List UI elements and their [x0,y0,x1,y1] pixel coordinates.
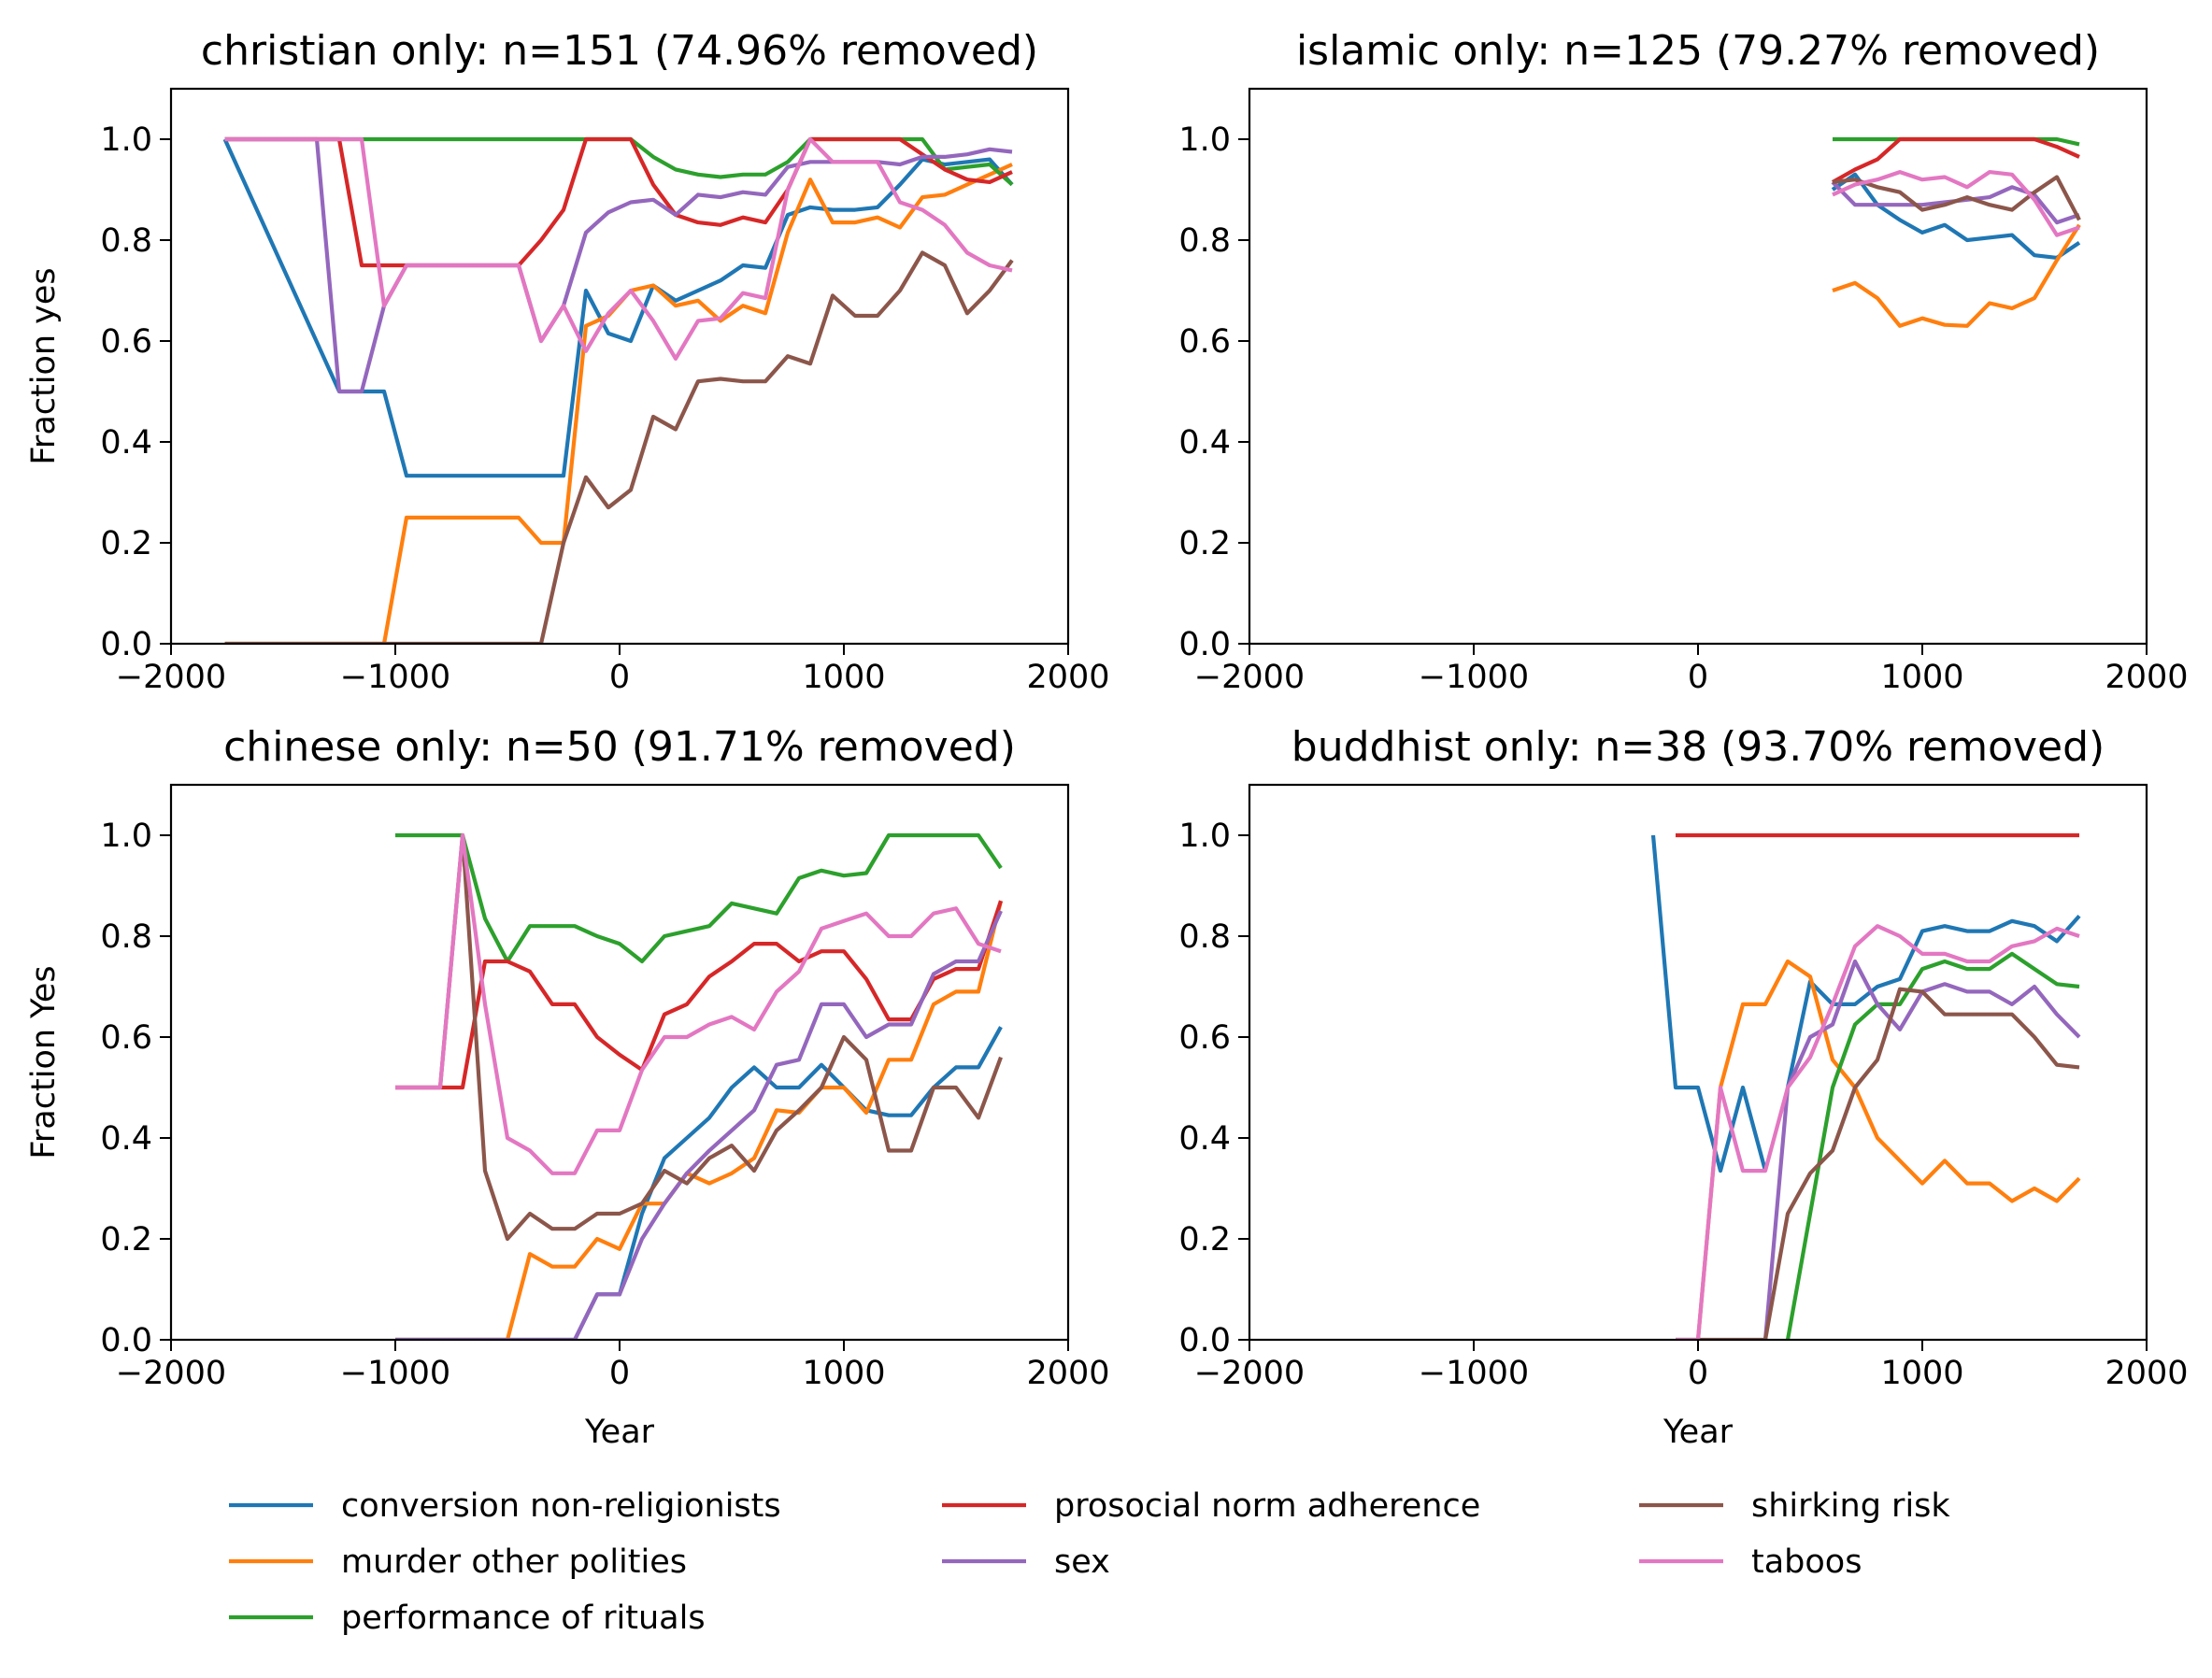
series-line-taboos [1832,170,2080,237]
x-tick-label: −1000 [1419,659,1529,696]
series-group [1831,136,2081,328]
legend-label: prosocial norm adherence [1054,1487,1480,1525]
series-line-murder-other-polities [395,900,1004,1340]
y-tick-label: 1.0 [1178,818,1231,855]
x-tick-label: 2000 [2105,659,2188,696]
y-tick-label: 0.4 [100,1120,152,1158]
x-tick-label: −1000 [340,659,450,696]
x-tick-label: −1000 [1419,1355,1529,1392]
y-tick-label: 0.0 [1178,1322,1231,1359]
series-line-taboos [395,832,1002,1175]
x-tick-label: 0 [609,1355,630,1392]
series-line-conversion-non-religionists [1650,834,1768,1173]
subplot-title: chinese only: n=50 (91.71% removed) [223,723,1016,771]
y-tick-label: 0.2 [1178,525,1231,562]
x-tick-label: 0 [1688,659,1708,696]
series-line-shirking-risk [224,250,1014,644]
series-group [222,136,1014,644]
x-tick-label: −1000 [340,1355,450,1392]
y-tick-label: 0.2 [100,525,152,562]
subplot-1: −2000 −1000 0 1000 2000 0.0 0.2 0.4 0.6 0.8 1.0 chr… [25,27,1110,696]
x-tick-label: 1000 [802,659,885,696]
x-axis-label: Year [1663,1414,1734,1451]
y-tick-label: 1.0 [100,121,152,159]
series-line-taboos [1676,924,2080,1340]
legend-item: prosocial norm adherence [942,1487,1480,1525]
series-line-performance-of-rituals [395,832,1003,964]
y-tick-label: 0.2 [1178,1221,1231,1258]
subplot-2: −2000 −1000 0 1000 2000 0.0 0.2 0.4 0.6 0.8 1.0 isl… [1178,27,2188,696]
series-line-murder-other-polities [1695,959,2081,1340]
series-line-murder-other-polities [224,163,1013,644]
x-tick-label: −2000 [116,1355,226,1392]
y-tick-label: 0.0 [1178,626,1231,663]
series-line-shirking-risk [1832,175,2081,221]
y-tick-label: 0.8 [100,222,152,260]
series-line-prosocial-norm-adherence [395,900,1003,1090]
y-tick-label: 1.0 [100,818,152,855]
x-tick-label: 2000 [2105,1355,2188,1392]
y-tick-label: 0.0 [100,626,152,663]
legend-label: sex [1054,1543,1110,1581]
legend-label: murder other polities [341,1543,687,1581]
subplot-3: −2000 −1000 0 1000 2000 0.0 0.2 0.4 0.6 0.8 1.0 chi… [25,723,1110,1451]
x-tick-label: 0 [1688,1355,1708,1392]
x-tick-label: 1000 [802,1355,885,1392]
y-tick-label: 0.6 [1178,1019,1231,1057]
series-group [395,832,1004,1340]
x-tick-label: −2000 [1194,659,1305,696]
subplot-title: islamic only: n=125 (79.27% removed) [1296,27,2100,75]
y-axis-label: Fraction yes [25,267,63,464]
series-line-prosocial-norm-adherence [1831,136,2080,184]
y-tick-label: 0.8 [100,918,152,956]
y-tick-label: 0.4 [100,424,152,462]
x-tick-label: 2000 [1026,1355,1109,1392]
legend-label: conversion non-religionists [341,1487,781,1525]
y-tick-label: 0.6 [100,323,152,361]
legend-label: shirking risk [1751,1487,1950,1525]
legend-item: taboos [1639,1543,1862,1581]
x-tick-label: −2000 [116,659,226,696]
legend-item: murder other polities [229,1543,687,1581]
subplot-4: −2000 −1000 0 1000 2000 0.0 0.2 0.4 0.6 0.8 1.0 bud… [1178,723,2188,1451]
series-line-shirking-risk [1676,987,2080,1340]
series-line-murder-other-polities [1832,223,2081,328]
y-tick-label: 0.6 [100,1019,152,1057]
series-line-performance-of-rituals [1785,951,2080,1340]
x-tick-label: 1000 [1880,659,1963,696]
y-tick-label: 0.4 [1178,1120,1231,1158]
y-tick-label: 0.6 [1178,323,1231,361]
y-tick-label: 0.8 [1178,222,1231,260]
series-line-conversion-non-religionists [1831,172,2081,260]
y-tick-label: 1.0 [1178,121,1231,159]
legend-label: taboos [1751,1543,1862,1581]
x-tick-label: 0 [609,659,630,696]
x-axis-label: Year [584,1414,655,1451]
series-line-taboos [224,136,1013,361]
x-tick-label: −2000 [1194,1355,1305,1392]
legend-item: performance of rituals [229,1600,706,1637]
series-line-sex [395,910,1003,1340]
legend: conversion non-religionists murder other … [229,1487,1950,1637]
series-group [1650,832,2081,1340]
y-axis-label: Fraction Yes [25,965,63,1159]
y-tick-label: 0.8 [1178,918,1231,956]
y-tick-label: 0.0 [100,1322,152,1359]
legend-item: shirking risk [1639,1487,1950,1525]
subplot-title: christian only: n=151 (74.96% removed) [201,27,1038,75]
x-tick-label: 2000 [1026,659,1109,696]
y-tick-label: 0.4 [1178,424,1231,462]
series-line-conversion-non-religionists [1785,915,2081,1088]
legend-item: conversion non-religionists [229,1487,781,1525]
x-tick-label: 1000 [1880,1355,1963,1392]
y-tick-label: 0.2 [100,1221,152,1258]
series-line-shirking-risk [395,832,1003,1242]
subplot-title: buddhist only: n=38 (93.70% removed) [1292,723,2105,771]
legend-item: sex [942,1543,1110,1581]
legend-label: performance of rituals [341,1600,706,1637]
series-line-conversion-non-religionists [222,138,1014,478]
series-line-conversion-non-religionists [395,1026,1003,1340]
